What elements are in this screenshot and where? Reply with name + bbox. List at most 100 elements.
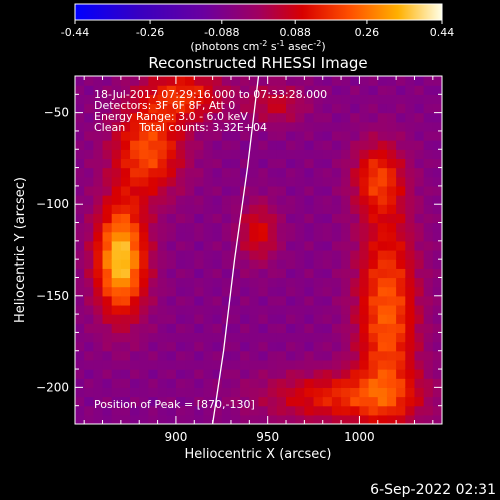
heatmap-cell [139, 158, 149, 169]
heatmap-cell [423, 323, 434, 334]
heatmap-cell [111, 414, 122, 424]
heatmap-cell [423, 387, 434, 398]
heatmap-cell [120, 85, 131, 95]
heatmap-cell [166, 295, 177, 306]
heatmap-cell [93, 103, 104, 114]
heatmap-cell [341, 112, 351, 123]
heatmap-cell [267, 323, 278, 334]
heatmap-cell [313, 250, 324, 260]
heatmap-cell [221, 268, 232, 279]
heatmap-cell [258, 369, 269, 379]
heatmap-cell [249, 94, 260, 105]
heatmap-cell [432, 314, 442, 324]
heatmap-cell [157, 277, 168, 288]
heatmap-cell [359, 414, 370, 424]
heatmap-cell [258, 76, 269, 86]
heatmap-cell [230, 387, 241, 398]
heatmap-cell [405, 185, 416, 196]
heatmap-cell [84, 85, 94, 95]
heatmap-cell [432, 387, 442, 398]
heatmap-cell [322, 76, 333, 86]
heatmap-cell [139, 369, 149, 379]
heatmap-cell [75, 268, 85, 279]
heatmap-cell [313, 149, 324, 160]
heatmap-cell [111, 369, 122, 379]
heatmap-cell [276, 323, 287, 334]
heatmap-cell [258, 158, 269, 169]
heatmap-cell [377, 277, 388, 288]
heatmap-cell [240, 259, 250, 269]
heatmap-cell [111, 222, 122, 233]
heatmap-cell [267, 250, 278, 260]
heatmap-cell [322, 103, 333, 114]
heatmap-cell [322, 185, 333, 196]
heatmap-cell [203, 85, 214, 95]
heatmap-cell [185, 121, 195, 132]
heatmap-cell [221, 112, 232, 123]
heatmap-cell [175, 359, 186, 370]
heatmap-cell [212, 359, 223, 370]
heatmap-cell [157, 414, 168, 424]
heatmap-cell [377, 405, 388, 416]
heatmap-cell [203, 204, 214, 214]
heatmap-cell [432, 112, 442, 123]
heatmap-cell [157, 259, 168, 269]
heatmap-cell [175, 295, 186, 306]
heatmap-cell [414, 350, 425, 361]
heatmap-cell [304, 94, 315, 105]
heatmap-cell [432, 350, 442, 361]
heatmap-cell [111, 240, 122, 251]
heatmap-cell [230, 222, 241, 233]
heatmap-cell [313, 112, 324, 123]
heatmap-cell [148, 250, 159, 260]
heatmap-cell [423, 240, 434, 251]
heatmap-cell [93, 277, 104, 288]
heatmap-cell [432, 277, 442, 288]
heatmap-cell [304, 268, 315, 279]
heatmap-cell [185, 204, 195, 214]
heatmap-cell [175, 250, 186, 260]
heatmap-cell [230, 130, 241, 141]
heatmap-cell [102, 295, 113, 306]
heatmap-cell [359, 323, 370, 334]
heatmap-cell [313, 387, 324, 398]
heatmap-cell [249, 295, 260, 306]
heatmap-cell [377, 314, 388, 324]
heatmap-cell [240, 323, 250, 334]
heatmap-cell [120, 369, 131, 379]
heatmap-cell [286, 85, 296, 95]
heatmap-cell [166, 286, 177, 297]
heatmap-cell [350, 323, 361, 334]
heatmap-cell [331, 195, 342, 205]
heatmap-cell [194, 350, 205, 361]
heatmap-cell [148, 277, 159, 288]
heatmap-cell [102, 350, 113, 361]
heatmap-cell [212, 231, 223, 242]
heatmap-cell [157, 130, 168, 141]
heatmap-cell [276, 350, 287, 361]
heatmap-cell [166, 387, 177, 398]
heatmap-cell [423, 341, 434, 352]
heatmap-cell [130, 76, 140, 86]
heatmap-cell [230, 85, 241, 95]
heatmap-cell [194, 250, 205, 260]
heatmap-cell [212, 112, 223, 123]
heatmap-cell [157, 396, 168, 407]
heatmap-cell [432, 231, 442, 242]
heatmap-cell [139, 121, 149, 132]
heatmap-cell [267, 304, 278, 315]
heatmap-cell [185, 277, 195, 288]
heatmap-cell [405, 158, 416, 169]
heatmap-cell [139, 405, 149, 416]
heatmap-cell [313, 167, 324, 178]
heatmap-cell [175, 130, 186, 141]
heatmap-cell [221, 85, 232, 95]
heatmap-cell [111, 140, 122, 150]
heatmap-cell [286, 387, 296, 398]
heatmap-cell [414, 323, 425, 334]
heatmap-cell [350, 76, 361, 86]
heatmap-cell [350, 369, 361, 379]
heatmap-cell [75, 369, 85, 379]
heatmap-cell [258, 85, 269, 95]
heatmap-cell [396, 359, 406, 370]
